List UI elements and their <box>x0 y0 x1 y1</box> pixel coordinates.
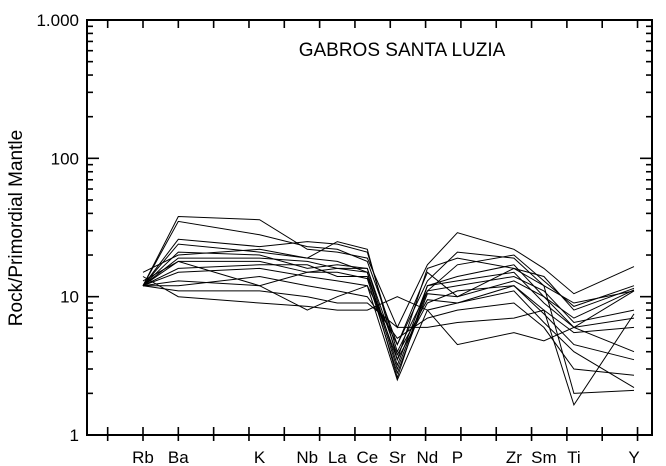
y-axis-title: Rock/Primordial Mantle <box>6 130 27 326</box>
y-axis-ticks <box>87 20 652 435</box>
y-axis-labels: 1 10 100 1.000 <box>36 11 79 445</box>
y-tick-label: 1 <box>70 426 79 445</box>
y-tick-label: 10 <box>60 288 79 307</box>
chart-title: GABROS SANTA LUZIA <box>299 40 506 61</box>
x-tick-label-sr: Sr <box>389 448 406 466</box>
x-axis-ticks <box>108 20 638 441</box>
x-tick-label-rb: Rb <box>132 448 154 466</box>
series-line-15 <box>143 261 634 387</box>
x-tick-label-nd: Nd <box>416 448 438 466</box>
series-line-7 <box>143 261 634 373</box>
y-tick-label: 100 <box>51 149 79 168</box>
x-tick-label-nb: Nb <box>296 448 318 466</box>
x-tick-label-y: Y <box>628 448 639 466</box>
x-tick-label-ba: Ba <box>168 448 189 466</box>
x-tick-label-ti: Ti <box>567 448 581 466</box>
x-axis-labels: Rb Ba K Nb La Ce Sr Nd P Zr Sm Ti Y <box>132 448 640 466</box>
plot-frame <box>87 20 652 435</box>
series-lines <box>143 217 634 405</box>
series-line-1 <box>143 217 634 328</box>
x-tick-label-p: P <box>452 448 463 466</box>
x-tick-label-sm: Sm <box>531 448 557 466</box>
x-tick-label-zr: Zr <box>506 448 522 466</box>
x-tick-label-la: La <box>328 448 347 466</box>
x-tick-label-k: K <box>254 448 266 466</box>
x-tick-label-ce: Ce <box>356 448 378 466</box>
y-tick-label: 1.000 <box>36 11 79 30</box>
